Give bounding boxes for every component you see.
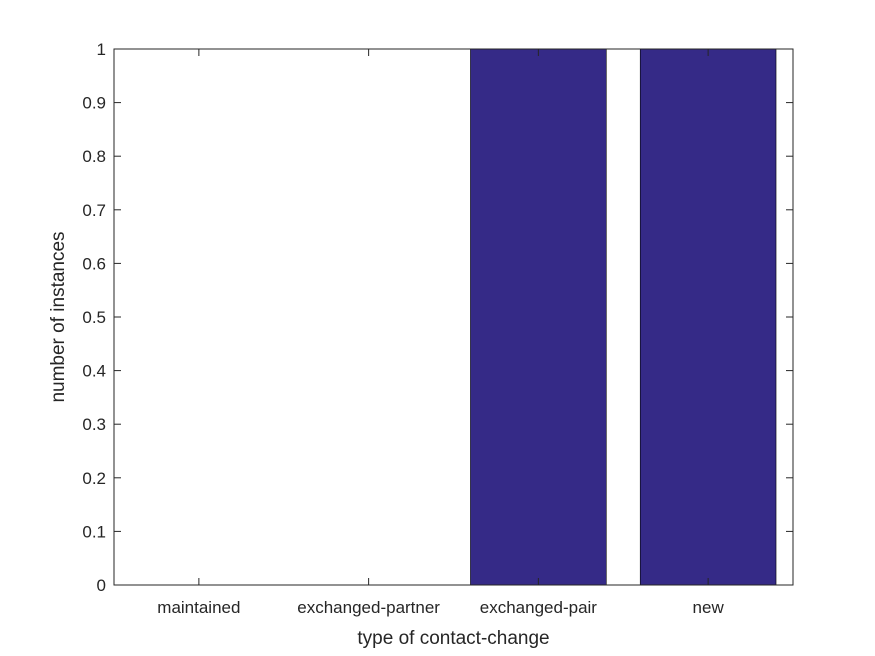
y-tick-label: 0.4 — [82, 362, 106, 381]
y-axis-label: number of instances — [48, 231, 69, 402]
x-tick-label: exchanged-pair — [480, 598, 598, 617]
y-tick-label: 0.5 — [82, 308, 106, 327]
y-tick-label: 0.2 — [82, 469, 106, 488]
y-tick-label: 0 — [97, 576, 106, 595]
x-tick-label: maintained — [157, 598, 240, 617]
bar-exchanged-pair — [470, 48, 607, 586]
y-tick-label: 0.7 — [82, 201, 106, 220]
y-tick-label: 0.3 — [82, 415, 106, 434]
y-tick-label: 1 — [97, 40, 106, 59]
x-axis-label: type of contact-change — [357, 628, 549, 649]
bar-new — [639, 48, 777, 586]
x-tick-label: exchanged-partner — [297, 598, 440, 617]
y-tick-label: 0.6 — [82, 254, 106, 273]
x-tick-label: new — [693, 598, 725, 617]
y-tick-label: 0.8 — [82, 147, 106, 166]
y-tick-label: 0.9 — [82, 94, 106, 113]
y-tick-label: 0.1 — [82, 522, 106, 541]
